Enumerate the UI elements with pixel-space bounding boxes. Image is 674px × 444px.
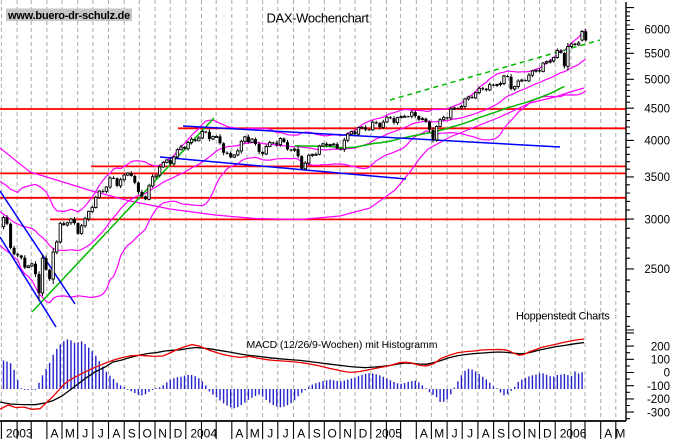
svg-text:D: D: [543, 426, 552, 439]
svg-text:4000: 4000: [644, 136, 670, 148]
svg-text:www.buero-dr-schulz.de: www.buero-dr-schulz.de: [7, 10, 130, 22]
svg-text:5000: 5000: [644, 75, 670, 87]
svg-text:O: O: [512, 426, 521, 439]
svg-text:S: S: [497, 426, 505, 439]
svg-text:-200: -200: [647, 394, 670, 406]
svg-text:2004: 2004: [190, 426, 217, 439]
svg-text:MACD (12/26/9-Wochen) mit Hist: MACD (12/26/9-Wochen) mit Histogramm: [247, 339, 438, 351]
svg-text:A: A: [50, 426, 58, 439]
svg-text:J: J: [467, 426, 473, 439]
svg-text:J: J: [98, 426, 104, 439]
svg-text:3500: 3500: [644, 172, 670, 184]
svg-text:100: 100: [651, 355, 670, 367]
svg-text:M: M: [65, 426, 75, 439]
svg-text:A: A: [297, 426, 305, 439]
svg-text:N: N: [343, 426, 352, 439]
svg-text:Hoppenstedt Charts: Hoppenstedt Charts: [516, 311, 610, 323]
svg-text:S: S: [313, 426, 321, 439]
svg-text:A: A: [420, 426, 428, 439]
svg-text:O: O: [143, 426, 152, 439]
svg-text:5500: 5500: [644, 48, 670, 60]
svg-text:N: N: [528, 426, 537, 439]
svg-text:J: J: [452, 426, 458, 439]
svg-text:200: 200: [651, 341, 670, 353]
svg-text:J: J: [82, 426, 88, 439]
svg-text:2005: 2005: [375, 426, 402, 439]
svg-text:M: M: [615, 426, 625, 439]
svg-text:S: S: [128, 426, 136, 439]
svg-text:-300: -300: [647, 407, 670, 419]
svg-text:2500: 2500: [644, 264, 670, 276]
svg-text:2006: 2006: [560, 426, 587, 439]
svg-text:M: M: [434, 426, 444, 439]
svg-text:J: J: [283, 426, 289, 439]
svg-text:A: A: [235, 426, 243, 439]
svg-text:M: M: [250, 426, 260, 439]
svg-text:DAX-Wochenchart: DAX-Wochenchart: [267, 11, 370, 26]
svg-text:-100: -100: [647, 381, 670, 393]
svg-text:N: N: [158, 426, 167, 439]
svg-text:J: J: [267, 426, 273, 439]
svg-text:A: A: [112, 426, 120, 439]
svg-text:A: A: [482, 426, 490, 439]
svg-text:2003: 2003: [6, 426, 33, 439]
svg-text:6000: 6000: [644, 25, 670, 37]
svg-text:4500: 4500: [644, 103, 670, 115]
svg-text:D: D: [174, 426, 183, 439]
svg-text:3000: 3000: [644, 214, 670, 226]
svg-text:0: 0: [664, 368, 670, 380]
svg-text:D: D: [359, 426, 368, 439]
svg-text:A: A: [604, 426, 612, 439]
svg-text:O: O: [327, 426, 336, 439]
